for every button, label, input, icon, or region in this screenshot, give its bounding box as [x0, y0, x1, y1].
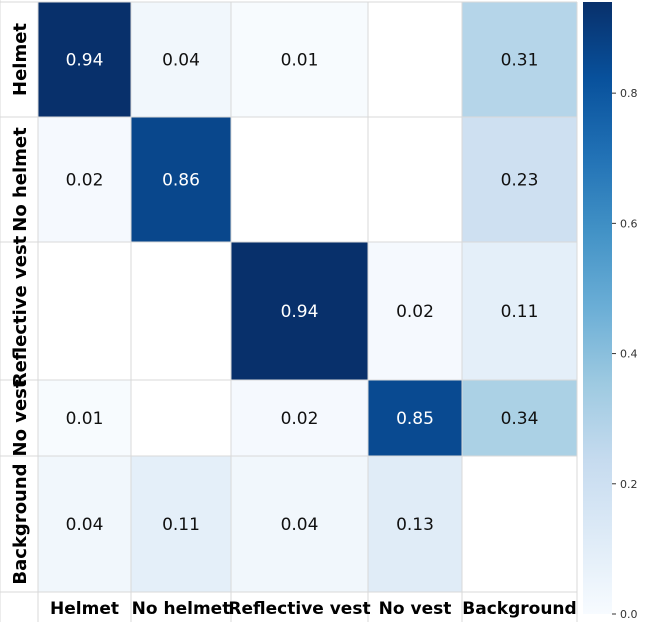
- cell-value-label: 0.11: [162, 515, 200, 535]
- colorbar-tick-label: 0.6: [620, 217, 638, 230]
- cell-value-label: 0.01: [281, 51, 319, 71]
- cell-value-label: 0.04: [162, 51, 200, 71]
- colorbar-tick-label: 0.2: [620, 478, 638, 491]
- heatmap-cell: [368, 456, 462, 592]
- y-tick-label: No helmet: [10, 127, 31, 232]
- colorbar-tick-label: 0.4: [620, 348, 638, 361]
- heatmap-cell: [131, 2, 231, 117]
- heatmap-value-labels: 0.94 0.04 0.01 0.31 0.02 0.86 0.23 0.94 0.02 0.11…: [66, 51, 539, 536]
- cell-value-label: 0.23: [501, 171, 539, 191]
- cell-value-label: 0.85: [396, 409, 434, 429]
- cell-value-label: 0.01: [66, 409, 104, 429]
- cell-value-label: 0.94: [281, 302, 319, 322]
- heatmap-cell: [368, 2, 462, 117]
- heatmap-cell: [231, 2, 368, 117]
- heatmap-cell: [38, 242, 131, 380]
- heatmap-cell: [38, 456, 131, 592]
- cell-value-label: 0.13: [396, 515, 434, 535]
- heatmap-cell: [462, 117, 577, 242]
- cell-value-label: 0.02: [66, 171, 104, 191]
- colorbar-ticks: 0.0 0.2 0.4 0.6 0.8: [612, 87, 638, 621]
- colorbar: 0.0 0.2 0.4 0.6 0.8: [583, 2, 638, 621]
- heatmap-cell: [462, 2, 577, 117]
- heatmap-cell: [131, 117, 231, 242]
- cell-value-label: 0.31: [501, 51, 539, 71]
- heatmap-cell: [462, 456, 577, 592]
- y-tick-label: Helmet: [10, 23, 31, 96]
- heatmap-cell: [368, 380, 462, 456]
- colorbar-gradient: [583, 2, 612, 614]
- cell-value-label: 0.94: [66, 51, 104, 71]
- cell-value-label: 0.02: [281, 409, 319, 429]
- heatmap-cell: [131, 380, 231, 456]
- heatmap-cell: [231, 117, 368, 242]
- heatmap-cell: [368, 117, 462, 242]
- x-tick-label: Background: [462, 599, 576, 619]
- heatmap-cell: [231, 242, 368, 380]
- heatmap-cell: [368, 242, 462, 380]
- colorbar-tick-label: 0.8: [620, 87, 638, 100]
- x-tick-label: Reflective vest: [228, 599, 370, 619]
- y-tick-label: Reflective vest: [10, 235, 31, 386]
- heatmap-cell: [462, 242, 577, 380]
- y-tick-label: No vest: [10, 379, 31, 456]
- heatmap-cell: [131, 456, 231, 592]
- cell-value-label: 0.04: [66, 515, 104, 535]
- cell-value-label: 0.86: [162, 171, 200, 191]
- heatmap-cell: [38, 117, 131, 242]
- x-tick-label: No vest: [379, 599, 452, 619]
- heatmap-cell: [462, 380, 577, 456]
- cell-value-label: 0.11: [501, 302, 539, 322]
- x-tick-label: Helmet: [50, 599, 119, 619]
- heatmap-cell: [231, 380, 368, 456]
- heatmap-cell: [231, 456, 368, 592]
- heatmap-gridlines: [0, 0, 578, 622]
- heatmap-cells: [38, 2, 577, 592]
- cell-value-label: 0.02: [396, 302, 434, 322]
- colorbar-tick-label: 0.0: [620, 608, 638, 621]
- x-tick-label: No helmet: [132, 599, 231, 619]
- cell-value-label: 0.04: [281, 515, 319, 535]
- cell-value-label: 0.34: [501, 409, 539, 429]
- heatmap-cell: [38, 380, 131, 456]
- heatmap-cell: [38, 2, 131, 117]
- heatmap-cell: [131, 242, 231, 380]
- y-tick-label: Background: [10, 463, 31, 584]
